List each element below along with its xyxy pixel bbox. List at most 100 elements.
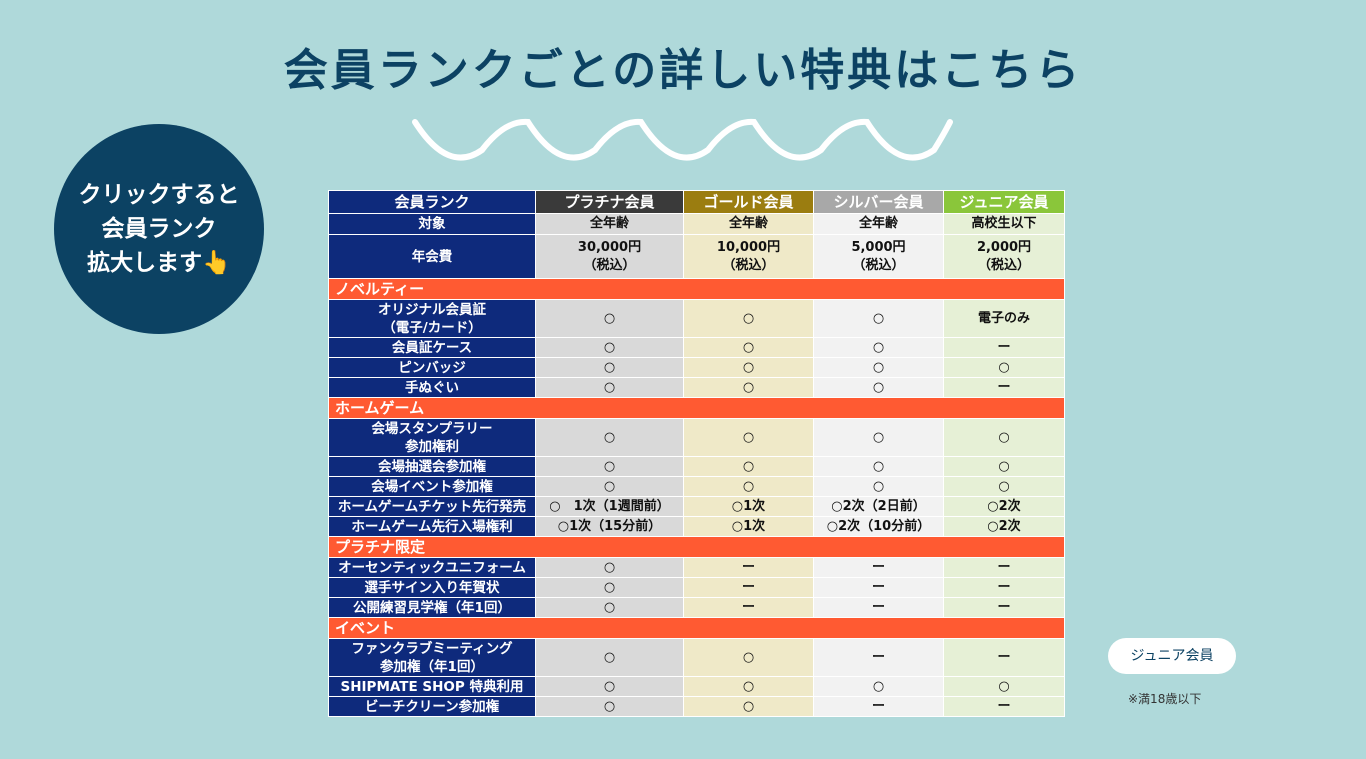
header-platinum: プラチナ会員: [535, 190, 684, 214]
benefit-label: ファンクラブミーティング 参加権（年1回）: [328, 638, 536, 677]
benefit-label: ホームゲームチケット先行発売: [328, 496, 536, 517]
fee-row: 年会費 30,000円 （税込） 10,000円 （税込） 5,000円 （税込） 2…: [328, 234, 1065, 279]
benefit-cell-junior: ー: [943, 377, 1065, 398]
benefit-label: ピンバッジ: [328, 357, 536, 378]
benefit-cell-platinum: ○: [535, 577, 684, 598]
benefit-label-line1: SHIPMATE SHOP 特典利用: [340, 678, 524, 695]
benefit-cell-silver: ○: [813, 456, 944, 477]
table-row: ホームゲームチケット先行発売 ○ 1次（1週間前） ○1次 ○2次（2日前） ○2次: [328, 496, 1065, 517]
section-row: プラチナ限定: [328, 536, 1065, 558]
benefit-label: 公開練習見学権（年1回）: [328, 597, 536, 618]
benefit-label: オリジナル会員証 （電子/カード）: [328, 299, 536, 338]
benefit-cell-gold: ○: [683, 337, 814, 358]
header-gold: ゴールド会員: [683, 190, 814, 214]
benefit-cell-gold: ー: [683, 597, 814, 618]
benefit-label-line1: 会場イベント参加権: [371, 478, 493, 495]
benefit-cell-gold: ○: [683, 456, 814, 477]
benefit-cell-gold: ○1次: [683, 516, 814, 537]
target-silver: 全年齢: [813, 213, 944, 235]
benefit-label-line2: （電子/カード）: [382, 319, 482, 336]
header-junior: ジュニア会員: [943, 190, 1065, 214]
benefit-cell-silver: ○: [813, 676, 944, 697]
section-heading: ノベルティー: [328, 278, 1065, 300]
fee-label: 年会費: [328, 234, 536, 279]
section-row: ホームゲーム: [328, 397, 1065, 419]
table-row: SHIPMATE SHOP 特典利用 ○ ○ ○ ○: [328, 676, 1065, 697]
benefit-label: 手ぬぐい: [328, 377, 536, 398]
fee-tax: （税込）: [977, 257, 1030, 273]
benefit-cell-junior: ○2次: [943, 516, 1065, 537]
benefit-cell-platinum: ○: [535, 638, 684, 677]
benefit-cell-junior: 電子のみ: [943, 299, 1065, 338]
section-row: イベント: [328, 617, 1065, 639]
benefit-cell-gold: ○: [683, 357, 814, 378]
benefit-cell-platinum: ○: [535, 337, 684, 358]
benefit-label: オーセンティックユニフォーム: [328, 557, 536, 578]
target-row: 対象 全年齢 全年齢 全年齢 高校生以下: [328, 213, 1065, 235]
benefit-cell-silver: ○: [813, 418, 944, 457]
target-junior: 高校生以下: [943, 213, 1065, 235]
target-gold: 全年齢: [683, 213, 814, 235]
table-header-row: 会員ランク プラチナ会員 ゴールド会員 シルバー会員 ジュニア会員: [328, 190, 1065, 214]
benefit-label-line1: ホームゲーム先行入場権利: [351, 518, 513, 535]
benefit-label: 会場イベント参加権: [328, 476, 536, 497]
benefit-cell-gold: ○: [683, 696, 814, 717]
click-to-enlarge-badge[interactable]: クリックすると 会員ランク 拡大します👆: [54, 124, 264, 334]
fee-amount: 2,000円: [976, 239, 1032, 255]
fee-amount: 10,000円: [716, 239, 781, 255]
fee-junior: 2,000円 （税込）: [943, 234, 1065, 279]
benefit-cell-silver: ○2次（10分前）: [813, 516, 944, 537]
table-row: ファンクラブミーティング 参加権（年1回） ○ ○ ーー: [328, 638, 1065, 677]
benefit-cell-silver: ○: [813, 377, 944, 398]
benefit-cell-silver: ○: [813, 357, 944, 378]
table-row: 会場抽選会参加権 ○ ○ ○ ○: [328, 456, 1065, 477]
benefit-label-line1: ビーチクリーン参加権: [364, 698, 500, 715]
click-note-line3: 拡大します👆: [87, 250, 231, 276]
table-row: ホームゲーム先行入場権利 ○1次（15分前） ○1次 ○2次（10分前） ○2次: [328, 516, 1065, 537]
benefit-cell-silver: ○: [813, 337, 944, 358]
section-heading: ホームゲーム: [328, 397, 1065, 419]
benefit-cell-platinum: ○: [535, 418, 684, 457]
benefit-cell-silver: ー: [813, 577, 944, 598]
header-silver: シルバー会員: [813, 190, 944, 214]
benefit-cell-junior: ー: [943, 696, 1065, 717]
benefit-label-line1: 選手サイン入り年賀状: [364, 579, 500, 596]
benefit-cell-silver: ○: [813, 476, 944, 497]
junior-member-badge[interactable]: ジュニア会員: [1108, 638, 1236, 674]
benefit-cell-junior: ー: [943, 597, 1065, 618]
table-row: 会場イベント参加権 ○ ○ ○ ○: [328, 476, 1065, 497]
benefit-cell-junior: ー: [943, 557, 1065, 578]
benefit-cell-gold: ○: [683, 676, 814, 697]
benefit-cell-gold: ○: [683, 299, 814, 338]
benefit-cell-gold: ー: [683, 557, 814, 578]
table-row: 会員証ケース ○ ○ ○ ー: [328, 337, 1065, 358]
benefit-cell-junior: ー: [943, 638, 1065, 677]
benefit-label-line1: ホームゲームチケット先行発売: [337, 498, 527, 515]
benefit-cell-platinum: ○: [535, 676, 684, 697]
benefit-label-line1: オーセンティックユニフォーム: [338, 559, 526, 576]
fee-tax: （税込）: [583, 257, 636, 273]
page-title: 会員ランクごとの詳しい特典はこちら: [283, 45, 1083, 96]
benefit-label-line1: 会場抽選会参加権: [378, 458, 486, 475]
benefit-cell-silver: ー: [813, 597, 944, 618]
benefit-cell-silver: ー: [813, 638, 944, 677]
benefit-cell-junior: ○: [943, 456, 1065, 477]
benefit-cell-junior: ○: [943, 418, 1065, 457]
benefit-cell-platinum: ○: [535, 456, 684, 477]
membership-benefits-table[interactable]: 会員ランク プラチナ会員 ゴールド会員 シルバー会員 ジュニア会員 対象 全年齢…: [328, 190, 1065, 717]
benefit-cell-gold: ○: [683, 476, 814, 497]
benefit-label-line1: 会場スタンプラリー: [371, 420, 493, 437]
click-note-line1: クリックすると: [78, 182, 240, 208]
target-label: 対象: [328, 213, 536, 235]
benefit-cell-platinum: ○: [535, 557, 684, 578]
fee-tax: （税込）: [722, 257, 775, 273]
fee-tax: （税込）: [852, 257, 905, 273]
benefit-cell-platinum: ○ 1次（1週間前）: [535, 496, 684, 517]
benefit-cell-gold: ○: [683, 377, 814, 398]
table-row: ピンバッジ ○ ○ ○ ○: [328, 357, 1065, 378]
benefit-cell-silver: ○2次（2日前）: [813, 496, 944, 517]
benefit-label: ホームゲーム先行入場権利: [328, 516, 536, 537]
fee-silver: 5,000円 （税込）: [813, 234, 944, 279]
table-row: 手ぬぐい ○ ○ ○ ー: [328, 377, 1065, 398]
fee-amount: 5,000円: [851, 239, 906, 255]
